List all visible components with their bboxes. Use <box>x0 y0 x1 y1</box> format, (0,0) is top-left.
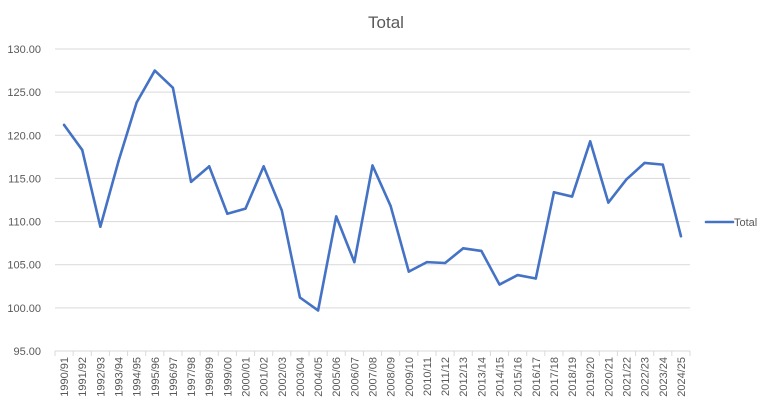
x-tick-label: 2007/08 <box>368 357 380 397</box>
data-point <box>208 165 211 168</box>
y-tick-label: 125.00 <box>7 87 41 99</box>
data-point <box>171 86 175 90</box>
data-point <box>607 201 610 204</box>
x-tick-label: 2008/09 <box>386 357 398 397</box>
y-tick-label: 95.00 <box>13 346 41 358</box>
data-point <box>534 277 537 280</box>
y-tick-label: 110.00 <box>8 217 41 229</box>
data-point <box>189 180 193 184</box>
x-tick-label: 1996/97 <box>168 357 180 397</box>
y-tick-label: 115.00 <box>8 173 41 185</box>
data-point <box>62 123 66 127</box>
x-tick-label: 2005/06 <box>331 357 343 397</box>
x-tick-label: 2014/15 <box>495 357 507 397</box>
series-line <box>62 69 683 312</box>
data-point <box>425 260 429 264</box>
data-point <box>280 209 283 212</box>
x-axis: 1990/91 1991/92 1992/93 1993/94 1994/95 1995/… <box>54 350 691 397</box>
x-tick-label: 2006/07 <box>349 357 361 397</box>
x-tick-label: 2023/24 <box>658 357 670 397</box>
data-point <box>552 191 556 194</box>
data-point <box>226 212 229 216</box>
data-point <box>480 249 483 253</box>
x-tick-label: 2002/03 <box>277 357 289 397</box>
y-tick-label: 100.00 <box>7 303 41 315</box>
data-point <box>153 69 156 72</box>
x-tick-label: 2016/17 <box>531 357 543 397</box>
y-axis-ticks: 95.00 100.00 105.00 110.00 115.00 120.00 125.0… <box>7 44 41 358</box>
y-tick-label: 130.00 <box>7 44 41 56</box>
legend: Total <box>704 217 757 229</box>
data-point <box>81 148 84 152</box>
x-tick-label: 2012/13 <box>458 357 470 397</box>
data-point <box>625 178 628 181</box>
data-point <box>679 235 683 238</box>
data-point <box>516 273 519 277</box>
x-tick-label: 1997/98 <box>186 357 198 397</box>
x-tick-label: 2018/19 <box>567 357 579 397</box>
x-tick-label: 1999/00 <box>222 357 234 397</box>
x-tick-label: 1993/94 <box>114 357 126 397</box>
data-point <box>298 296 302 299</box>
data-point <box>371 164 374 167</box>
data-point <box>262 165 265 168</box>
x-tick-label: 1990/91 <box>59 357 71 397</box>
data-point <box>462 247 465 250</box>
chart-title: Total <box>368 13 404 32</box>
data-point <box>589 140 592 143</box>
data-point <box>244 207 247 210</box>
data-point <box>443 261 447 265</box>
data-point <box>117 159 120 163</box>
data-point <box>661 163 664 166</box>
data-point <box>498 283 501 286</box>
x-tick-label: 1995/96 <box>150 357 162 397</box>
data-point <box>135 101 138 104</box>
x-tick-label: 2001/02 <box>259 357 271 397</box>
x-tick-label: 2013/14 <box>476 357 488 397</box>
data-point <box>407 270 410 273</box>
series-layer <box>62 69 683 312</box>
x-tick-label: 1994/95 <box>132 357 144 397</box>
x-tick-label: 2020/21 <box>603 357 615 397</box>
x-tick-label: 2000/01 <box>241 357 253 397</box>
x-tick-label: 1998/99 <box>204 357 216 397</box>
x-tick-label: 2015/16 <box>513 357 525 397</box>
x-tick-label: 2009/10 <box>404 357 416 397</box>
gridlines <box>55 48 690 352</box>
x-tick-label: 2019/20 <box>585 357 597 397</box>
x-tick-label: 2022/23 <box>640 357 652 397</box>
x-tick-label: 2011/12 <box>440 357 452 396</box>
data-point <box>335 215 338 218</box>
data-point <box>353 260 356 264</box>
data-point <box>389 204 392 208</box>
y-tick-label: 120.00 <box>7 130 41 142</box>
x-tick-label: 2010/11 <box>422 357 434 396</box>
x-tick-label: 1992/93 <box>95 357 107 397</box>
x-tick-label: 2004/05 <box>313 357 325 397</box>
y-tick-label: 105.00 <box>7 260 41 272</box>
data-point <box>570 195 574 198</box>
x-tick-label: 1991/92 <box>77 357 89 397</box>
data-point <box>316 309 320 312</box>
x-tick-label: 2003/04 <box>295 357 307 397</box>
data-point <box>643 161 646 165</box>
x-tick-label: 2024/25 <box>676 357 688 397</box>
legend-label: Total <box>734 217 757 229</box>
x-tick-label: 2021/22 <box>622 357 634 397</box>
x-tick-label: 2017/18 <box>549 357 561 397</box>
data-point <box>99 225 102 228</box>
